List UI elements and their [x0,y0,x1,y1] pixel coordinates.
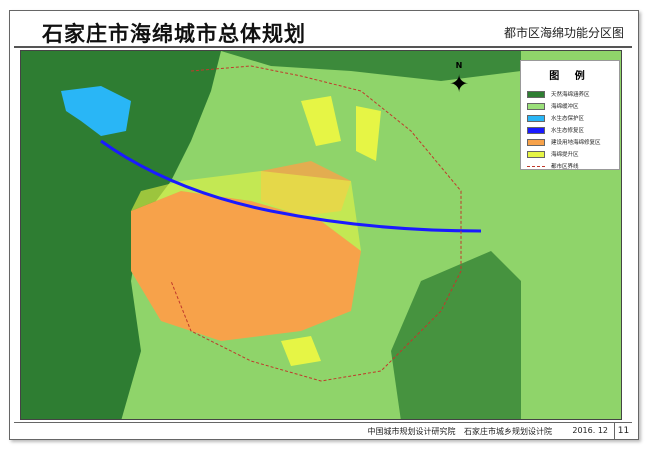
natural-conservation-zone-north [221,51,521,81]
legend-label: 水生态修复区 [551,128,585,134]
legend-heading: 图 例 [549,71,591,82]
natural-conservation-zone-west [21,51,221,419]
construction-restoration-zone [131,191,361,341]
map-subtitle: 都市区海绵功能分区图 [503,26,624,40]
legend-item: 水生态修复区 [527,124,619,136]
legend-swatch [527,102,545,110]
legend-label: 都市区界线 [551,164,579,170]
legend-label: 天然海绵涵养区 [551,92,590,98]
org-sjz-institute: 石家庄市城乡规划设计院 [464,427,552,436]
sponge-improvement-zone [301,96,341,146]
legend-swatch [527,114,545,122]
legend-label: 水生态保护区 [551,116,585,122]
compass: N ✦ [446,61,472,111]
footer: 中国城市规划设计研究院 石家庄市城乡规划设计院 2016. 12 11 [14,422,632,439]
water-protection-zone [61,86,131,136]
legend-swatch [527,138,545,146]
footer-orgs: 中国城市规划设计研究院 石家庄市城乡规划设计院 [367,426,552,437]
map-area[interactable]: N ✦ [20,50,622,420]
compass-north-label: N [455,61,463,70]
legend-item: 海绵提升区 [527,148,619,160]
legend-label: 建设用地海绵修复区 [551,140,601,146]
title-bar: 石家庄市海绵城市总体规划 都市区海绵功能分区图 [14,14,632,48]
legend-swatch [527,126,545,134]
legend-item: 水生态保护区 [527,112,619,124]
legend: 图 例 天然海绵涵养区 海绵缓冲区 水生态保护区 水生态修复区 建设用地海绵修复… [520,60,620,170]
footer-date: 2016. 12 [572,426,608,435]
metro-boundary-line [170,65,462,382]
water-restoration-river [100,139,482,233]
legend-swatch [527,90,545,98]
org-caupd: 中国城市规划设计研究院 [367,427,456,436]
legend-label: 海绵缓冲区 [551,104,579,110]
map-title: 石家庄市海绵城市总体规划 [42,22,306,46]
compass-icon: ✦ [448,70,470,98]
map-canvas [21,51,621,419]
legend-swatch [527,150,545,158]
legend-item: 海绵缓冲区 [527,100,619,112]
legend-label: 海绵提升区 [551,152,579,158]
legend-item: 天然海绵涵养区 [527,88,619,100]
legend-item: 建设用地海绵修复区 [527,136,619,148]
natural-conservation-zone-southeast [391,251,521,419]
legend-item: 都市区界线 [527,160,619,172]
legend-swatch-boundary [527,165,545,167]
page-number: 11 [614,423,632,439]
